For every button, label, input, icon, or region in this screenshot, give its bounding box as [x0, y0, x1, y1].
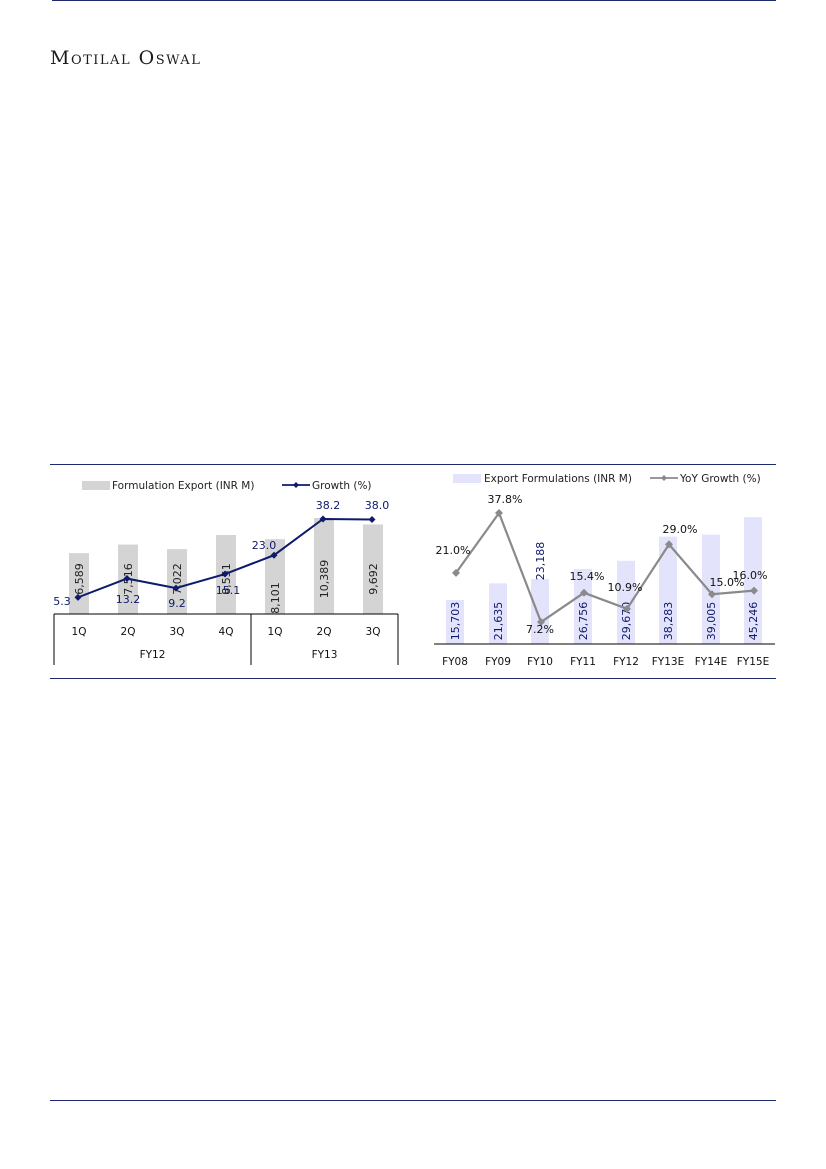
bar	[363, 524, 383, 614]
yoy-growth-marker	[708, 590, 716, 599]
legend-swatch-bars	[453, 474, 481, 483]
x-tick-label: FY14E	[695, 656, 727, 668]
yoy-growth-marker	[750, 586, 758, 595]
growth-value-label: 9.2	[168, 597, 186, 610]
bar	[702, 534, 720, 644]
legend-swatch-bars	[82, 481, 110, 490]
bar	[744, 517, 762, 644]
bar-value-label: 45,246	[747, 602, 760, 641]
yoy-value-label: 37.8%	[488, 493, 523, 506]
bar-value-label: 38,283	[662, 602, 675, 641]
bar-value-label: 26,756	[577, 602, 590, 641]
company-logo: Motilal Oswal	[50, 47, 202, 69]
group-label: FY13	[312, 649, 338, 661]
bar-value-label: 8,551	[220, 563, 233, 595]
legend-label-bars: Formulation Export (INR M)	[112, 480, 254, 492]
yoy-growth-line	[455, 510, 755, 624]
bar	[314, 518, 334, 614]
growth-marker	[172, 584, 180, 592]
yoy-growth-marker	[580, 588, 588, 597]
x-tick-label: FY13E	[652, 656, 684, 668]
yoy-value-label: 7.2%	[526, 623, 554, 636]
growth-value-label: 23.0	[252, 539, 277, 552]
yoy-value-label: 10.9%	[608, 581, 643, 594]
bar-value-label: 9,692	[367, 563, 380, 595]
bar	[167, 549, 187, 614]
x-tick-label: FY09	[485, 656, 511, 668]
yoy-growth-marker	[623, 604, 631, 613]
yoy-growth-marker	[452, 568, 460, 577]
growth-value-label: 5.3	[53, 595, 71, 608]
growth-marker	[319, 515, 327, 523]
growth-marker	[74, 593, 82, 601]
bar	[531, 578, 549, 644]
yoy-growth-marker	[537, 618, 545, 626]
bar-value-label: 23,188	[534, 542, 547, 581]
yoy-value-label: 29.0%	[663, 523, 698, 536]
x-tick-label: 3Q	[170, 626, 185, 638]
x-tick-label: 1Q	[268, 626, 283, 638]
bar	[574, 568, 592, 644]
x-tick-label: FY15E	[737, 656, 769, 668]
x-tick-label: 2Q	[121, 626, 136, 638]
footer-rule	[50, 1100, 776, 1101]
growth-value-label: 38.0	[365, 499, 390, 512]
growth-marker	[221, 570, 229, 578]
growth-marker	[270, 551, 278, 559]
x-tick-label: 1Q	[72, 626, 87, 638]
bar	[617, 560, 635, 644]
bar-value-label: 6,589	[73, 563, 86, 595]
growth-marker	[123, 575, 131, 583]
yoy-value-label: 15.0%	[710, 576, 745, 589]
legend-label-line: Growth (%)	[312, 480, 372, 492]
x-tick-label: FY12	[613, 656, 639, 668]
bar-value-label: 15,703	[449, 602, 462, 641]
legend-marker-line	[293, 482, 299, 488]
legend-marker-line	[661, 475, 667, 481]
bar	[446, 599, 464, 644]
exhibit-top-rule	[50, 464, 776, 465]
bar-value-label: 8,101	[269, 582, 282, 614]
x-tick-label: 2Q	[317, 626, 332, 638]
legend-label-bars: Export Formulations (INR M)	[484, 473, 632, 485]
bar	[69, 553, 89, 614]
group-label: FY12	[140, 649, 166, 661]
bar	[659, 536, 677, 644]
bar	[489, 583, 507, 644]
bar	[265, 539, 285, 614]
bar-value-label: 29,670	[620, 602, 633, 641]
legend-label-line: YoY Growth (%)	[679, 473, 761, 485]
growth-value-label: 13.2	[116, 593, 141, 606]
yoy-growth-marker	[495, 509, 503, 517]
growth-value-label: 38.2	[316, 499, 341, 512]
bar-value-label: 10,389	[318, 560, 331, 599]
growth-value-label: 15.1	[216, 584, 241, 597]
yoy-value-label: 15.4%	[570, 570, 605, 583]
bar-value-label: 39,005	[705, 602, 718, 641]
exhibit-bottom-rule	[50, 678, 776, 679]
top-rule	[52, 0, 776, 1]
yoy-value-label: 16.0%	[733, 569, 768, 582]
x-tick-label: 3Q	[366, 626, 381, 638]
x-tick-label: FY10	[527, 656, 553, 668]
yoy-growth-marker	[665, 540, 673, 549]
x-tick-label: 4Q	[219, 626, 234, 638]
yoy-value-label: 21.0%	[436, 544, 471, 557]
x-tick-label: FY11	[570, 656, 596, 668]
bar-value-label: 21,635	[492, 602, 505, 641]
growth-marker	[368, 515, 376, 523]
x-tick-label: FY08	[442, 656, 468, 668]
